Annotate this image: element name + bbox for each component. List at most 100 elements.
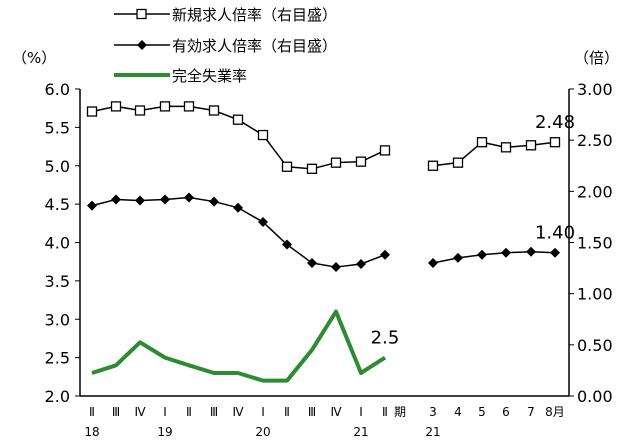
x-tick-label: 4 bbox=[454, 405, 462, 419]
data-point-diamond bbox=[160, 194, 170, 205]
x-tick-label: 6 bbox=[502, 405, 510, 419]
right-tick-label: 2.50 bbox=[577, 131, 613, 150]
x-tick-label: Ⅰ bbox=[261, 405, 265, 419]
data-label: 2.5 bbox=[371, 328, 400, 349]
data-point-square bbox=[208, 105, 220, 116]
x-tick-label: Ⅰ bbox=[359, 405, 363, 419]
annotations: 2.48 1.40 2.5 bbox=[371, 112, 575, 348]
x-tick-label: Ⅱ bbox=[186, 405, 192, 419]
right-tick-label: 1.00 bbox=[577, 285, 613, 304]
diamond-marker-icon bbox=[137, 40, 147, 50]
data-point-square bbox=[549, 137, 561, 148]
data-point-diamond bbox=[380, 249, 390, 260]
x-tick-label: Ⅰ bbox=[163, 405, 167, 419]
data-point-square bbox=[159, 101, 171, 112]
x-tick-label: Ⅳ bbox=[232, 405, 243, 419]
x-year-label: 21 bbox=[425, 425, 440, 439]
x-tick-label: Ⅱ bbox=[89, 405, 95, 419]
right-axis-unit-label: （倍） bbox=[574, 49, 619, 67]
left-tick-label: 3.0 bbox=[45, 310, 70, 329]
x-tick-label: Ⅳ bbox=[330, 405, 341, 419]
square-marker-icon bbox=[136, 8, 147, 20]
data-point-square bbox=[257, 129, 269, 141]
data-point-square bbox=[330, 157, 342, 168]
data-point-square bbox=[452, 157, 464, 168]
x-tick-label: 5 bbox=[478, 405, 486, 419]
data-point-diamond bbox=[111, 194, 121, 205]
x-tick-label: Ⅳ bbox=[134, 405, 145, 419]
data-point-square bbox=[476, 137, 488, 148]
data-point-square bbox=[306, 163, 318, 174]
legend-item-unemployment-rate: 完全失業率 bbox=[114, 67, 247, 85]
left-tick-label: 3.5 bbox=[45, 272, 70, 291]
x-year-label: 21 bbox=[353, 425, 368, 439]
left-axis-ticks: 6.0 5.5 5.0 4.5 4.0 3.5 3.0 2.5 2.0 bbox=[45, 80, 80, 406]
data-point-diamond bbox=[135, 195, 145, 206]
x-tick-label: 3 bbox=[429, 405, 437, 419]
data-point-diamond bbox=[209, 196, 219, 207]
left-tick-label: 5.0 bbox=[45, 157, 70, 176]
data-point-diamond bbox=[526, 246, 536, 257]
legend-label-effective-job-ratio: 有効求人倍率（右目盛） bbox=[172, 37, 337, 55]
data-point-diamond bbox=[233, 202, 243, 213]
x-tick-label: 期 bbox=[394, 405, 406, 419]
data-point-square bbox=[134, 105, 146, 116]
series-2 bbox=[91, 309, 387, 383]
data-label: 1.40 bbox=[535, 223, 575, 244]
data-point-square bbox=[110, 101, 122, 112]
data-point-square bbox=[427, 160, 439, 171]
series-line bbox=[91, 309, 387, 383]
data-point-diamond bbox=[258, 217, 268, 228]
right-tick-label: 2.00 bbox=[577, 182, 613, 201]
data-point-diamond bbox=[331, 262, 341, 273]
series-0 bbox=[86, 101, 561, 174]
legend-label-unemployment-rate: 完全失業率 bbox=[172, 67, 247, 85]
left-tick-label: 5.5 bbox=[45, 118, 70, 137]
legend: 新規求人倍率（右目盛） 有効求人倍率（右目盛） 完全失業率 bbox=[114, 6, 337, 85]
series-line bbox=[432, 250, 556, 264]
x-tick-label: 8月 bbox=[545, 405, 565, 419]
x-year-label: 19 bbox=[157, 425, 172, 439]
x-tick-label: Ⅲ bbox=[112, 405, 120, 419]
right-axis-ticks: 3.00 2.50 2.00 1.50 1.00 0.50 0.00 bbox=[569, 80, 613, 406]
data-point-diamond bbox=[453, 252, 463, 263]
series-line bbox=[432, 141, 556, 167]
data-point-diamond bbox=[307, 257, 317, 268]
data-point-diamond bbox=[501, 247, 511, 258]
series-1 bbox=[87, 192, 560, 273]
left-tick-label: 6.0 bbox=[45, 80, 70, 99]
data-point-diamond bbox=[428, 257, 438, 268]
data-point-square bbox=[525, 140, 537, 151]
data-point-square bbox=[281, 161, 293, 172]
data-point-square bbox=[183, 101, 195, 112]
right-tick-label: 0.50 bbox=[577, 336, 613, 355]
x-tick-label: 7 bbox=[527, 405, 535, 419]
left-tick-label: 4.0 bbox=[45, 234, 70, 253]
right-tick-label: 0.00 bbox=[577, 387, 613, 406]
legend-label-new-job-ratio: 新規求人倍率（右目盛） bbox=[172, 6, 337, 24]
x-tick-label: Ⅲ bbox=[210, 405, 218, 419]
data-point-diamond bbox=[184, 192, 194, 203]
data-point-diamond bbox=[356, 258, 366, 269]
left-tick-label: 4.5 bbox=[45, 195, 70, 214]
right-tick-label: 1.50 bbox=[577, 234, 613, 253]
data-point-diamond bbox=[282, 239, 292, 250]
legend-item-effective-job-ratio: 有効求人倍率（右目盛） bbox=[114, 37, 337, 55]
left-tick-label: 2.0 bbox=[45, 387, 70, 406]
data-point-square bbox=[86, 106, 98, 117]
x-year-label: 20 bbox=[255, 425, 270, 439]
x-tick-label: Ⅲ bbox=[308, 405, 316, 419]
data-point-square bbox=[500, 142, 512, 153]
left-tick-label: 2.5 bbox=[45, 349, 70, 368]
legend-item-new-job-ratio: 新規求人倍率（右目盛） bbox=[114, 6, 337, 24]
right-tick-label: 3.00 bbox=[577, 80, 613, 99]
data-point-diamond bbox=[550, 247, 560, 258]
x-tick-label: Ⅱ bbox=[382, 405, 388, 419]
data-label: 2.48 bbox=[535, 112, 575, 133]
series-layer bbox=[86, 101, 561, 383]
x-tick-label: Ⅱ bbox=[284, 405, 290, 419]
data-point-square bbox=[379, 145, 391, 156]
left-axis-unit-label: （%） bbox=[12, 49, 56, 67]
